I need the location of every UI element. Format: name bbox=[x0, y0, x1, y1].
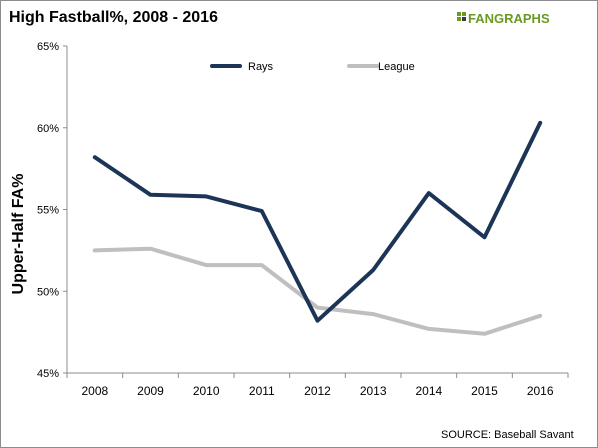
x-tick-label: 2009 bbox=[137, 384, 164, 398]
logo-text: FANGRAPHS bbox=[468, 11, 550, 26]
chart-title: High Fastball%, 2008 - 2016 bbox=[9, 9, 218, 26]
series-line-rays bbox=[92, 120, 543, 323]
legend-label-rays: Rays bbox=[248, 61, 274, 73]
y-tick-label: 60% bbox=[37, 123, 59, 135]
legend-label-league: League bbox=[378, 61, 415, 73]
y-tick-label: 50% bbox=[37, 286, 59, 298]
x-tick-label: 2012 bbox=[304, 384, 331, 398]
series-line-league bbox=[92, 246, 543, 336]
x-tick-label: 2016 bbox=[527, 384, 554, 398]
x-tick-label: 2014 bbox=[415, 384, 442, 398]
x-ticks: 2008 2009 2010 2011 2012 2013 2014 2015 2016 bbox=[66, 373, 569, 398]
y-tick-label: 65% bbox=[37, 41, 59, 53]
fangraphs-logo: FANGRAPHS bbox=[457, 11, 550, 26]
y-tick-label: 55% bbox=[37, 205, 59, 217]
series-lines bbox=[92, 120, 543, 336]
y-axis-label: Upper-Half FA% bbox=[10, 174, 27, 295]
source-note: SOURCE: Baseball Savant bbox=[441, 429, 574, 441]
y-ticks: 45% 50% 55% 60% 65% bbox=[37, 41, 67, 380]
x-tick-label: 2015 bbox=[471, 384, 498, 398]
logo-icon bbox=[457, 12, 466, 21]
x-tick-label: 2010 bbox=[193, 384, 220, 398]
x-tick-label: 2013 bbox=[360, 384, 387, 398]
y-tick-label: 45% bbox=[37, 368, 59, 380]
legend: Rays League bbox=[210, 61, 415, 73]
x-tick-label: 2011 bbox=[249, 384, 275, 398]
x-tick-label: 2008 bbox=[81, 384, 108, 398]
